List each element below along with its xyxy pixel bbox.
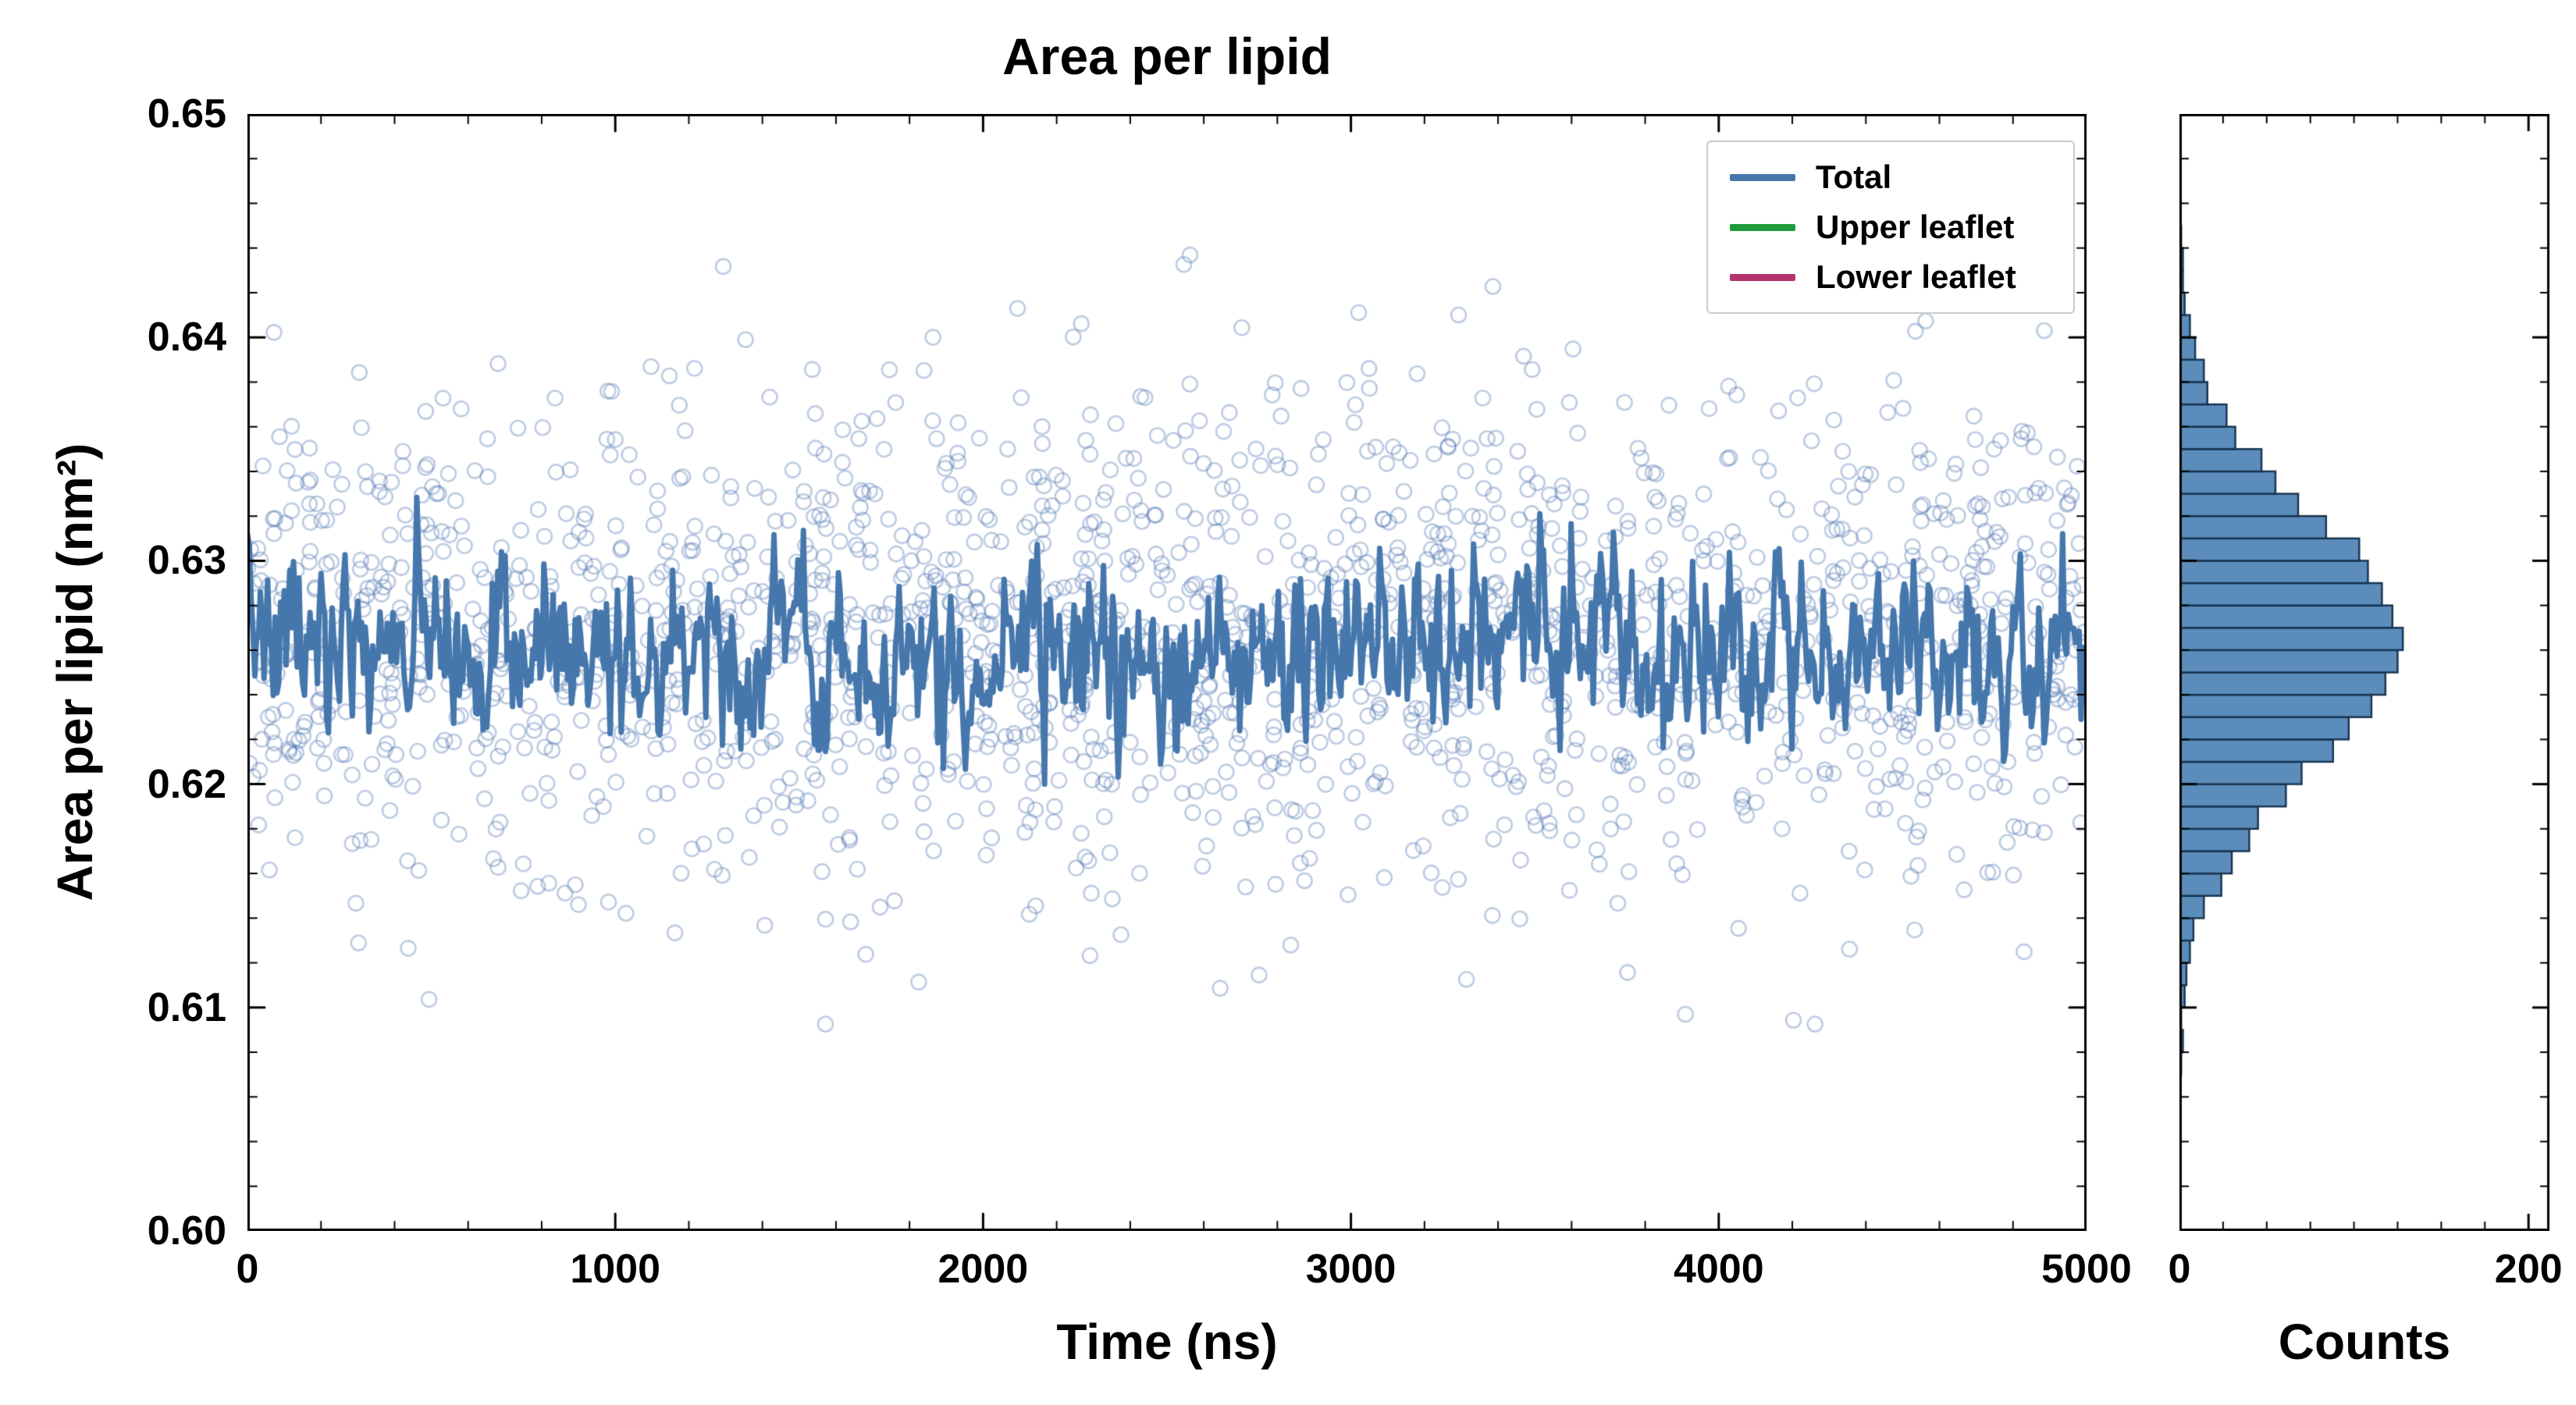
legend-swatch-upper-leaflet <box>1730 223 1795 231</box>
y-tick-label: 0.65 <box>147 91 226 137</box>
x-tick-label: 5000 <box>2041 1247 2132 1292</box>
legend-swatch-total <box>1730 173 1795 181</box>
legend-label-lower-leaflet: Lower leaflet <box>1816 258 2016 295</box>
y-tick-label: 0.64 <box>147 315 226 361</box>
legend-swatch-lower-leaflet <box>1730 273 1795 281</box>
hist-x-tick-label: 200 <box>2494 1247 2563 1292</box>
legend-item-upper-leaflet: Upper leaflet <box>1730 211 2051 244</box>
y-tick-label: 0.61 <box>147 984 226 1030</box>
legend: Total Upper leaflet Lower leaflet <box>1706 140 2075 314</box>
histogram-canvas <box>2179 114 2549 1231</box>
x-tick-label: 1000 <box>570 1247 661 1292</box>
x-tick-label: 4000 <box>1673 1247 1764 1292</box>
y-tick-label: 0.62 <box>147 761 226 807</box>
legend-item-lower-leaflet: Lower leaflet <box>1730 261 2051 293</box>
legend-label-upper-leaflet: Upper leaflet <box>1816 208 2015 245</box>
hist-x-tick-label: 0 <box>2168 1247 2191 1292</box>
x-tick-label: 2000 <box>938 1247 1029 1292</box>
y-tick-label: 0.63 <box>147 538 226 584</box>
legend-item-total: Total <box>1730 161 2051 194</box>
x-axis-label-counts: Counts <box>2278 1314 2451 1370</box>
x-tick-label: 0 <box>236 1247 259 1292</box>
chart-title: Area per lipid <box>1002 27 1332 85</box>
histogram-area <box>2179 114 2549 1231</box>
legend-label-total: Total <box>1816 158 1892 195</box>
x-tick-label: 3000 <box>1305 1247 1397 1292</box>
x-axis-label-time: Time (ns) <box>1056 1314 1278 1370</box>
y-tick-label: 0.60 <box>147 1208 226 1254</box>
